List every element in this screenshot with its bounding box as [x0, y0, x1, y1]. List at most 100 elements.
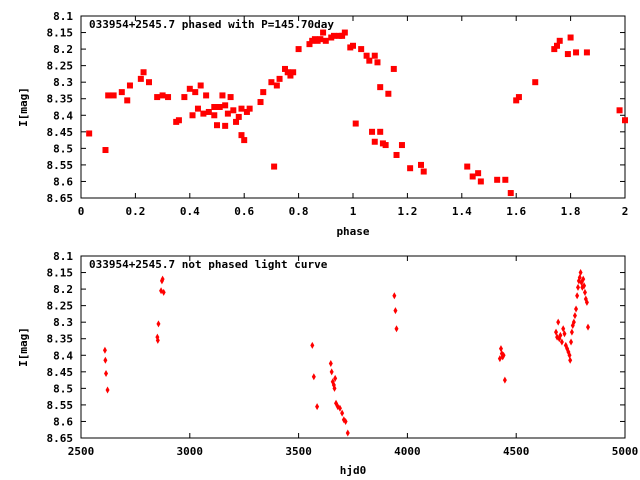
data-point — [392, 292, 397, 300]
data-point — [502, 176, 509, 183]
data-point — [584, 298, 589, 306]
data-point — [559, 338, 564, 346]
data-point — [154, 94, 161, 101]
data-point — [586, 323, 591, 331]
x-axis-ticks: 0 0.2 0.4 0.6 0.8 1 1.2 1.4 1.6 1.8 2 — [78, 16, 628, 218]
data-point — [420, 168, 427, 175]
data-point — [575, 292, 580, 300]
x-tick-label: 1.6 — [506, 205, 526, 218]
data-point — [238, 105, 245, 112]
x-tick-label: 1.2 — [397, 205, 417, 218]
y-tick-label: 8.4 — [53, 109, 73, 122]
data-point — [343, 417, 348, 425]
y-axis-label: I[mag] — [17, 87, 30, 127]
data-point — [567, 351, 572, 359]
data-point — [332, 384, 337, 392]
y-tick-label: 8.6 — [53, 175, 73, 188]
x-tick-label: 0.8 — [289, 205, 309, 218]
data-point — [104, 369, 109, 377]
data-point — [290, 69, 297, 76]
data-point — [271, 163, 278, 170]
data-point — [156, 320, 161, 328]
data-point — [230, 107, 237, 114]
data-point — [567, 34, 574, 41]
data-point — [574, 305, 579, 313]
phased-light-curve-chart: 033954+2545.7 phased with P=145.70day ph… — [17, 10, 628, 238]
x-tick-label: 4000 — [394, 445, 421, 458]
data-point — [203, 92, 210, 99]
y-tick-label: 8.45 — [47, 126, 74, 139]
data-point — [257, 99, 264, 106]
y-tick-label: 8.1 — [53, 10, 73, 23]
y-axis-label: I[mag] — [17, 327, 30, 367]
data-point — [407, 165, 414, 172]
data-point — [393, 151, 400, 158]
data-point — [102, 147, 109, 154]
data-point — [582, 282, 587, 290]
data-point — [393, 307, 398, 315]
data-point — [363, 52, 370, 59]
data-point — [341, 29, 348, 36]
data-point — [322, 37, 329, 44]
data-point — [175, 117, 182, 124]
y-tick-label: 8.55 — [47, 399, 74, 412]
data-point — [102, 346, 107, 354]
data-point — [477, 178, 484, 185]
data-point — [464, 163, 471, 170]
data-point — [222, 102, 229, 109]
data-point — [238, 132, 245, 139]
data-point — [315, 403, 320, 411]
plot-frame — [80, 255, 626, 439]
data-point — [186, 85, 193, 92]
y-tick-label: 8.65 — [47, 432, 74, 445]
y-tick-label: 8.4 — [53, 349, 73, 362]
data-point — [358, 46, 365, 53]
x-tick-label: 0 — [78, 205, 85, 218]
data-point — [118, 89, 125, 96]
x-tick-label: 1.4 — [452, 205, 472, 218]
data-point — [317, 36, 324, 43]
x-tick-label: 0.6 — [234, 205, 254, 218]
data-point — [282, 65, 288, 72]
y-tick-label: 8.3 — [53, 316, 73, 329]
y-axis-ticks: 8.1 8.15 8.2 8.25 8.3 8.35 8.4 8.45 8.5 8.55 8.6 8.… — [47, 10, 625, 205]
data-point — [382, 142, 389, 149]
data-point — [105, 92, 112, 99]
data-point — [390, 65, 397, 72]
data-point — [329, 368, 334, 376]
data-point — [189, 112, 196, 119]
y-tick-label: 8.3 — [53, 76, 73, 89]
x-tick-label: 0.4 — [180, 205, 200, 218]
data-point — [622, 117, 628, 124]
data-point — [532, 79, 539, 86]
data-point — [211, 112, 218, 119]
data-point — [165, 94, 172, 101]
data-point — [146, 79, 152, 86]
data-point — [192, 89, 199, 96]
data-point — [582, 288, 587, 296]
data-point — [572, 312, 577, 320]
chart-title: 033954+2545.7 not phased light curve — [89, 258, 328, 271]
data-point — [181, 94, 188, 101]
data-point — [159, 92, 166, 99]
data-point — [268, 79, 275, 86]
data-point — [366, 57, 373, 64]
data-point — [161, 288, 166, 296]
data-point — [227, 94, 234, 101]
x-tick-label: 1.8 — [561, 205, 581, 218]
x-axis-ticks: 2500 3000 3500 4000 4500 5000 — [68, 256, 638, 458]
data-point — [310, 341, 315, 349]
data-point — [377, 128, 384, 135]
data-point — [216, 104, 223, 110]
data-point — [394, 325, 399, 333]
y-tick-label: 8.65 — [47, 192, 74, 205]
data-point — [219, 92, 226, 99]
data-points — [102, 269, 591, 437]
x-tick-label: 3500 — [285, 445, 312, 458]
data-point — [160, 275, 165, 283]
data-point — [556, 318, 561, 326]
y-tick-label: 8.35 — [47, 333, 74, 346]
data-point — [273, 82, 280, 89]
data-point — [194, 105, 201, 112]
y-tick-label: 8.2 — [53, 283, 73, 296]
